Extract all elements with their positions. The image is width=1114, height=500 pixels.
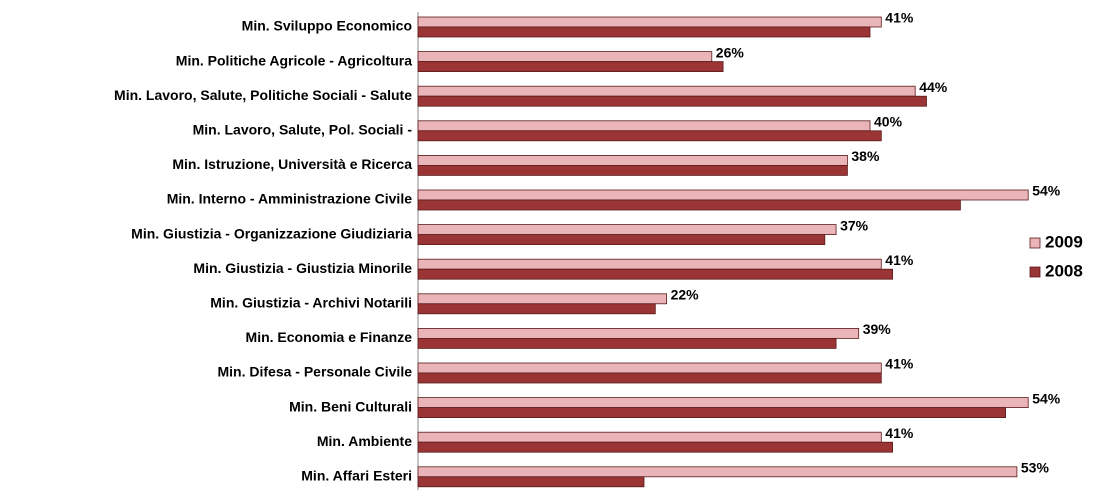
- category-label: Min. Lavoro, Salute, Pol. Sociali -: [193, 122, 413, 138]
- data-label: 40%: [874, 114, 903, 130]
- category-label: Min. Difesa - Personale Civile: [217, 364, 412, 380]
- data-label: 22%: [671, 287, 700, 303]
- category-label: Min. Beni Culturali: [289, 398, 412, 414]
- category-label: Min. Giustizia - Archivi Notarili: [210, 295, 412, 311]
- bar: [417, 397, 1029, 409]
- bar: [417, 362, 882, 374]
- legend-label: 2009: [1045, 232, 1083, 251]
- legend-label: 2008: [1045, 261, 1083, 280]
- bar: [417, 258, 882, 270]
- bar: [417, 466, 1018, 478]
- data-label: 41%: [885, 252, 914, 268]
- data-label: 41%: [885, 356, 914, 372]
- category-label: Min. Ambiente: [317, 433, 412, 449]
- bar: [417, 16, 882, 28]
- bar: [417, 441, 894, 453]
- bar: [417, 303, 656, 315]
- bar: [417, 372, 882, 384]
- category-label: Min. Giustizia - Organizzazione Giudizia…: [131, 225, 412, 241]
- category-label: Min. Interno - Amministrazione Civile: [167, 191, 413, 207]
- bar: [417, 164, 848, 176]
- bar: [417, 85, 916, 97]
- data-label: 53%: [1021, 460, 1050, 476]
- bar: [417, 293, 668, 305]
- category-label: Min. Giustizia - Giustizia Minorile: [193, 260, 412, 276]
- bar: [417, 51, 713, 62]
- bar: [417, 130, 882, 142]
- category-label: Min. Istruzione, Università e Ricerca: [172, 156, 412, 172]
- bar: [417, 199, 961, 211]
- data-label: 37%: [840, 217, 869, 233]
- data-label: 44%: [919, 79, 948, 95]
- data-label: 41%: [885, 425, 914, 441]
- bar: [417, 120, 871, 132]
- legend-swatch: [1029, 266, 1041, 278]
- data-label: 39%: [863, 321, 892, 337]
- bar: [417, 407, 1006, 419]
- bar: [417, 189, 1029, 201]
- bar: [417, 268, 894, 280]
- category-label: Min. Politiche Agricole - Agricoltura: [176, 52, 412, 68]
- bar: [417, 476, 645, 488]
- category-label: Min. Lavoro, Salute, Politiche Sociali -…: [114, 87, 412, 103]
- legend-swatch: [1029, 237, 1041, 249]
- category-label: Min. Sviluppo Economico: [242, 18, 412, 34]
- data-label: 26%: [716, 44, 745, 60]
- category-label: Min. Affari Esteri: [301, 468, 412, 484]
- data-label: 54%: [1032, 390, 1061, 406]
- bar: [417, 327, 860, 339]
- bar: [417, 61, 724, 72]
- data-label: 54%: [1032, 183, 1061, 199]
- bar: [417, 234, 826, 246]
- bar: [417, 26, 871, 38]
- bar: [417, 95, 927, 107]
- bar: [417, 431, 882, 443]
- bar: [417, 224, 837, 236]
- data-label: 38%: [851, 148, 880, 164]
- data-label: 41%: [885, 10, 914, 26]
- bar: [417, 154, 848, 166]
- bar: [417, 337, 837, 349]
- category-label: Min. Economia e Finanze: [246, 329, 413, 345]
